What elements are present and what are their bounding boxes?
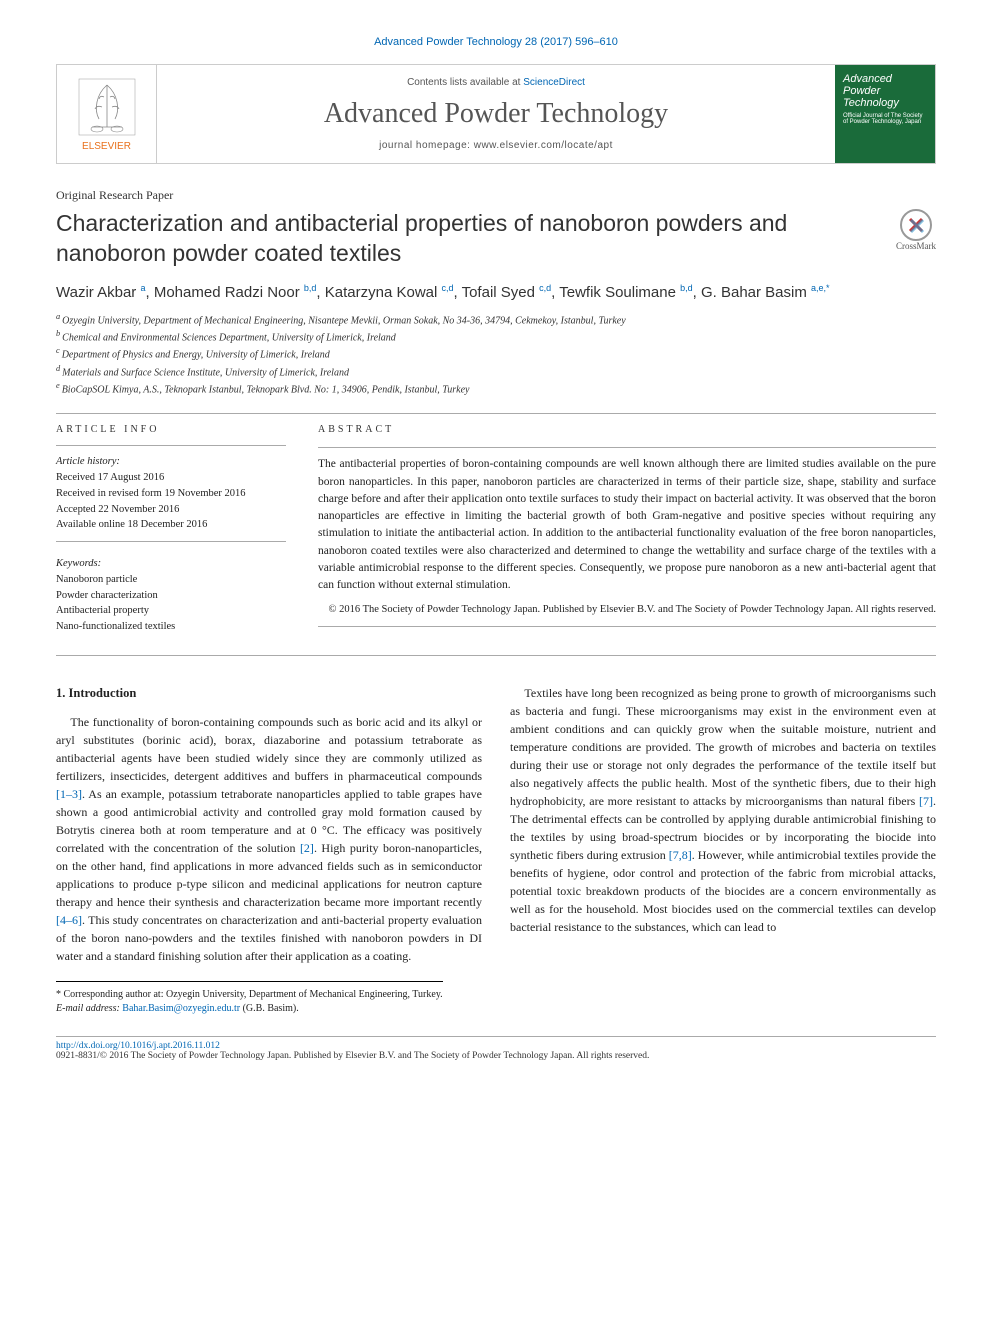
keyword: Nanoboron particle (56, 572, 286, 588)
body-text: 1. Introduction The functionality of bor… (56, 684, 936, 965)
history-line: Available online 18 December 2016 (56, 517, 286, 533)
keywords-label: Keywords: (56, 556, 286, 572)
cover-subtitle: Official Journal of The Society of Powde… (843, 113, 927, 125)
affiliation: aOzyegin University, Department of Mecha… (56, 311, 936, 328)
author: Katarzyna Kowal c,d (325, 284, 454, 301)
history-line: Accepted 22 November 2016 (56, 502, 286, 518)
citation-link[interactable]: [7] (919, 794, 933, 808)
affiliation: dMaterials and Surface Science Institute… (56, 363, 936, 380)
keyword: Nano-functionalized textiles (56, 619, 286, 635)
section-heading: 1. Introduction (56, 684, 482, 703)
corresp-email[interactable]: Bahar.Basim@ozyegin.edu.tr (122, 1003, 240, 1014)
cover-journal-name: Advanced Powder Technology (843, 73, 927, 109)
history-line: Received in revised form 19 November 201… (56, 486, 286, 502)
author: G. Bahar Basim a,e,* (701, 284, 830, 301)
history-line: Received 17 August 2016 (56, 470, 286, 486)
abstract-header: ABSTRACT (318, 422, 936, 437)
citation-link[interactable]: [1–3] (56, 787, 82, 801)
paper-type: Original Research Paper (56, 188, 936, 203)
paragraph: Textiles have long been recognized as be… (510, 684, 936, 936)
citation-link[interactable]: [4–6] (56, 913, 82, 927)
journal-header: ELSEVIER Contents lists available at Sci… (56, 64, 936, 164)
author: Tewfik Soulimane b,d (559, 284, 692, 301)
paragraph: The functionality of boron-containing co… (56, 713, 482, 965)
corresponding-author-footnote: * Corresponding author at: Ozyegin Unive… (56, 981, 443, 1016)
email-paren: (G.B. Basim). (240, 1003, 299, 1014)
elsevier-tree-icon (77, 77, 137, 137)
authors-list: Wazir Akbar a, Mohamed Radzi Noor b,d, K… (56, 283, 936, 301)
page-footer: http://dx.doi.org/10.1016/j.apt.2016.11.… (56, 1036, 936, 1061)
issn-copyright-line: 0921-8831/© 2016 The Society of Powder T… (56, 1051, 936, 1061)
journal-cover-thumb: Advanced Powder Technology Official Jour… (835, 65, 935, 163)
abstract-text: The antibacterial properties of boron-co… (318, 456, 936, 594)
author: Mohamed Radzi Noor b,d (154, 284, 317, 301)
affiliation: eBioCapSOL Kimya, A.S., Teknopark Istanb… (56, 380, 936, 397)
publisher-name: ELSEVIER (82, 141, 131, 152)
crossmark-label: CrossMark (896, 241, 936, 251)
affiliation: cDepartment of Physics and Energy, Unive… (56, 345, 936, 362)
sciencedirect-link[interactable]: ScienceDirect (523, 77, 585, 88)
section-number: 1. (56, 686, 65, 700)
article-info-column: ARTICLE INFO Article history: Received 1… (56, 422, 286, 635)
publisher-logo-block: ELSEVIER (57, 65, 157, 163)
article-info-header: ARTICLE INFO (56, 422, 286, 437)
abstract-column: ABSTRACT The antibacterial properties of… (318, 422, 936, 635)
email-label: E-mail address: (56, 1003, 122, 1014)
citation: Advanced Powder Technology 28 (2017) 596… (56, 36, 936, 48)
header-center: Contents lists available at ScienceDirec… (157, 65, 835, 163)
section-title: Introduction (69, 686, 137, 700)
history-label: Article history: (56, 454, 286, 470)
paper-title: Characterization and antibacterial prope… (56, 209, 884, 269)
journal-homepage[interactable]: journal homepage: www.elsevier.com/locat… (379, 140, 613, 151)
divider (56, 413, 936, 414)
contents-available: Contents lists available at ScienceDirec… (407, 77, 585, 88)
keyword: Powder characterization (56, 588, 286, 604)
abstract-copyright: © 2016 The Society of Powder Technology … (318, 602, 936, 618)
journal-name: Advanced Powder Technology (324, 98, 668, 130)
crossmark-icon (900, 209, 932, 241)
affiliation: bChemical and Environmental Sciences Dep… (56, 328, 936, 345)
corresp-text: * Corresponding author at: Ozyegin Unive… (56, 988, 443, 1002)
keyword: Antibacterial property (56, 603, 286, 619)
affiliations: aOzyegin University, Department of Mecha… (56, 311, 936, 398)
citation-link[interactable]: [2] (300, 841, 314, 855)
contents-prefix: Contents lists available at (407, 77, 523, 88)
crossmark-badge[interactable]: CrossMark (896, 209, 936, 251)
citation-link[interactable]: [7,8] (669, 848, 692, 862)
author: Wazir Akbar a (56, 284, 145, 301)
author: Tofail Syed c,d (462, 284, 552, 301)
doi-link[interactable]: http://dx.doi.org/10.1016/j.apt.2016.11.… (56, 1041, 220, 1051)
